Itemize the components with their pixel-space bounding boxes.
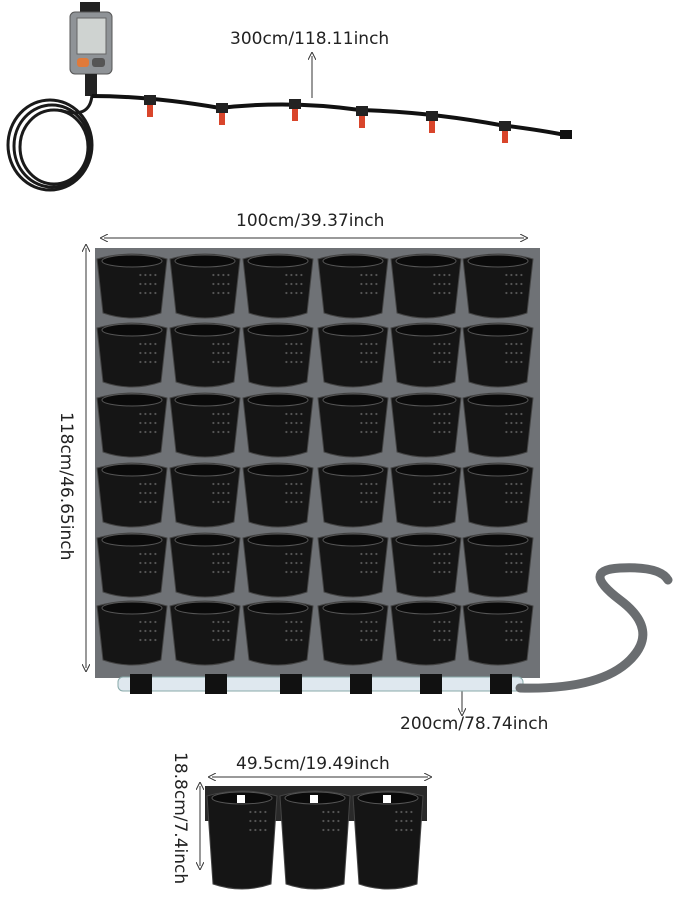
drip-emitter <box>216 103 228 125</box>
wall-height-label: 118cm/46.65inch <box>56 412 76 561</box>
planter-pocket-r1-c1 <box>96 253 168 319</box>
drain-pipe <box>117 674 524 694</box>
module-width-label: 49.5cm/19.49inch <box>236 754 390 774</box>
planter-pocket-r2-c3 <box>242 322 314 388</box>
drip-emitter <box>356 106 368 128</box>
planter-pocket-r1-c4 <box>317 253 389 319</box>
mount-hole <box>383 795 391 803</box>
mount-hole <box>237 795 245 803</box>
planter-pocket-r4-c3 <box>242 462 314 528</box>
pipe-clip <box>130 674 152 694</box>
pipe-clip <box>350 674 372 694</box>
planter-pocket-r6-c1 <box>96 600 168 666</box>
planter-pocket-r3-c2 <box>169 392 241 458</box>
planter-pocket-r1-c3 <box>242 253 314 319</box>
planter-pocket-r4-c1 <box>96 462 168 528</box>
planter-pocket-r6-c3 <box>242 600 314 666</box>
planter-pocket-r5-c3 <box>242 532 314 598</box>
planter-pocket-r4-c5 <box>390 462 462 528</box>
pipe-clip <box>490 674 512 694</box>
wall-width-label: 100cm/39.37inch <box>236 211 385 231</box>
planter-pocket-r5-c6 <box>462 532 534 598</box>
planter-pocket-r4-c6 <box>462 462 534 528</box>
planter-pocket-r6-c5 <box>390 600 462 666</box>
drain-hose-icon <box>515 563 673 693</box>
planter-pocket-r3-c4 <box>317 392 389 458</box>
planter-pocket-r2-c6 <box>462 322 534 388</box>
planter-pocket-r3-c3 <box>242 392 314 458</box>
planter-pocket-r2-c4 <box>317 322 389 388</box>
planter-pocket-r5-c5 <box>390 532 462 598</box>
dimension-arrows <box>86 56 524 866</box>
planter-pocket-r2-c5 <box>390 322 462 388</box>
planter-pocket-r1-c5 <box>390 253 462 319</box>
drip-emitter <box>499 121 511 143</box>
planter-pocket-r5-c1 <box>96 532 168 598</box>
planter-pocket-r2-c1 <box>96 322 168 388</box>
water-timer-icon <box>69 2 113 96</box>
module-height-label: 18.8cm/7.4inch <box>170 752 190 885</box>
planter-pocket-r6-c4 <box>317 600 389 666</box>
drip-emitter <box>144 95 156 117</box>
planter-pocket-r3-c1 <box>96 392 168 458</box>
planter-pocket-r6-c2 <box>169 600 241 666</box>
planter-pocket-r5-c2 <box>169 532 241 598</box>
planter-pocket-r4-c4 <box>317 462 389 528</box>
drip-emitter <box>426 111 438 133</box>
drip-emitter <box>289 99 301 121</box>
cable-length-label: 300cm/118.11inch <box>230 29 390 49</box>
planter-pocket-r5-c4 <box>317 532 389 598</box>
pipe-clip <box>420 674 442 694</box>
pipe-clip <box>205 674 227 694</box>
planter-pocket-r2-c2 <box>169 322 241 388</box>
planter-pocket-r1-c6 <box>462 253 534 319</box>
planter-pocket-r4-c2 <box>169 462 241 528</box>
planter-pocket-r1-c2 <box>169 253 241 319</box>
pipe-clip <box>280 674 302 694</box>
mount-hole <box>310 795 318 803</box>
drip-cable-icon <box>91 94 572 143</box>
module-pocket-2 <box>279 790 351 890</box>
coiled-tubing <box>6 94 94 192</box>
hose-length-label: 200cm/78.74inch <box>400 714 549 734</box>
planter-pocket-r3-c6 <box>462 392 534 458</box>
planter-pocket-r3-c5 <box>390 392 462 458</box>
module-pocket-3 <box>352 790 424 890</box>
planter-pocket-r6-c6 <box>462 600 534 666</box>
module-pocket-1 <box>206 790 278 890</box>
